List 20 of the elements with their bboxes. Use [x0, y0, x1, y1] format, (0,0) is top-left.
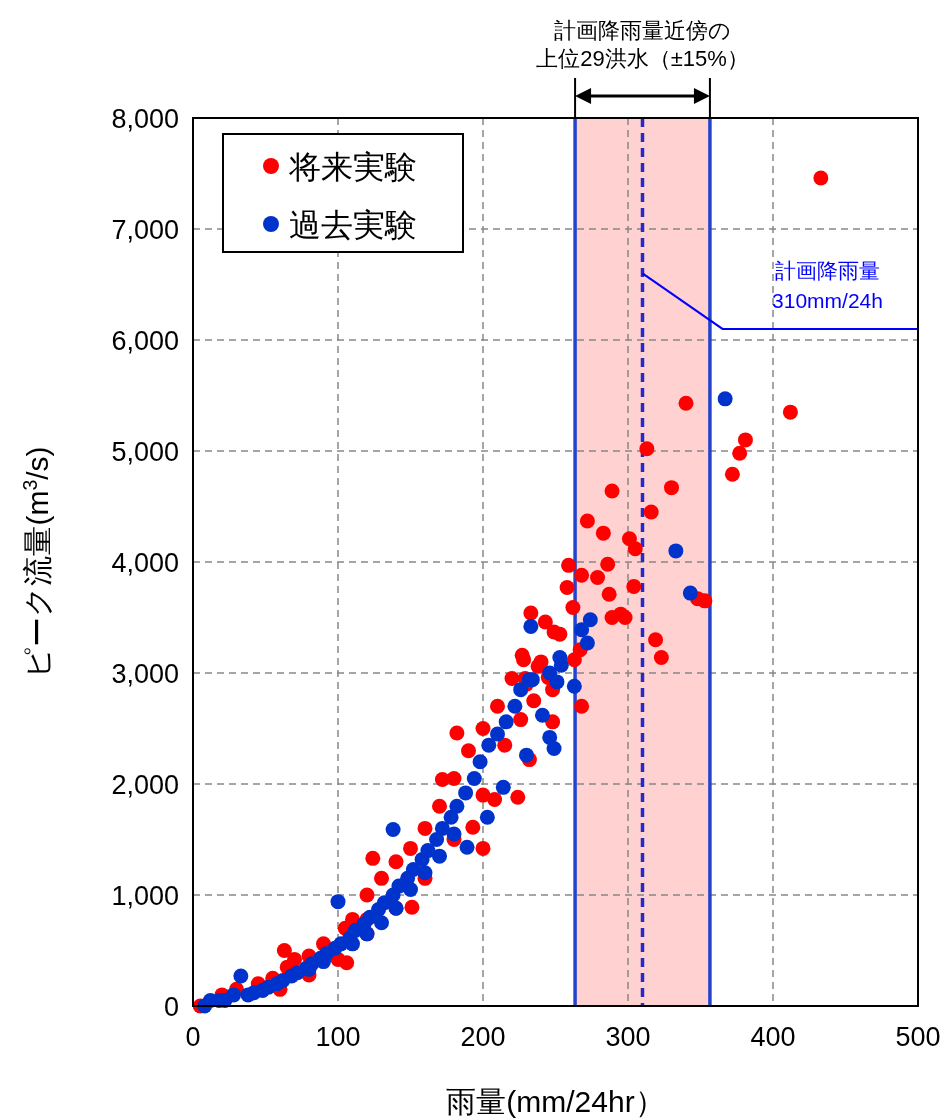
x-tick-label: 0 — [185, 1022, 201, 1052]
y-tick-label: 7,000 — [111, 215, 179, 245]
y-tick-label: 2,000 — [111, 770, 179, 800]
x-tick-label: 100 — [315, 1022, 361, 1052]
band-label: 計画降雨量近傍の上位29洪水（±15%） — [536, 18, 749, 71]
y-tick-label: 5,000 — [111, 437, 179, 467]
y-tick-label: 1,000 — [111, 881, 179, 911]
x-axis-title: 雨量(mm/24hr） — [446, 1085, 665, 1118]
x-tick-label: 200 — [460, 1022, 506, 1052]
ref-line-label: 計画降雨量 310mm/24h — [772, 259, 883, 312]
legend-label: 過去実験 — [289, 207, 417, 243]
y-tick-label: 3,000 — [111, 659, 179, 689]
legend-label: 将来実験 — [288, 149, 417, 185]
y-tick-label: 4,000 — [111, 548, 179, 578]
y-tick-label: 8,000 — [111, 104, 179, 134]
x-tick-label: 500 — [895, 1022, 941, 1052]
y-tick-label: 0 — [163, 992, 179, 1022]
x-tick-label: 400 — [750, 1022, 796, 1052]
x-tick-label: 300 — [605, 1022, 651, 1052]
y-tick-label: 6,000 — [111, 326, 179, 356]
